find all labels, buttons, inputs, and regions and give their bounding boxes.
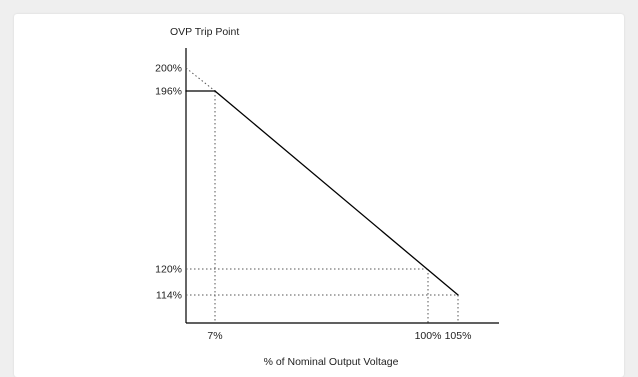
tick-labels: 200% 196% 120% 114% 7% 100% 105% [155,63,471,343]
y-axis-title: OVP Trip Point [170,26,239,38]
extrapolation-dotted-line [185,67,216,92]
y-tick-label: 120% [155,264,182,276]
series-lines [185,90,459,296]
y-tick-label: 196% [155,86,182,98]
y-tick-label: 114% [156,290,182,302]
x-tick-label: 100% [415,330,442,342]
series-0-segment-1 [214,90,459,296]
guide-lines [185,67,459,323]
x-tick-label: 7% [207,330,222,342]
axes [185,48,499,324]
x-tick-label: 105% [445,330,472,342]
x-axis-title: % of Nominal Output Voltage [264,356,399,368]
y-tick-label: 200% [155,63,182,75]
chart-card [14,14,624,377]
